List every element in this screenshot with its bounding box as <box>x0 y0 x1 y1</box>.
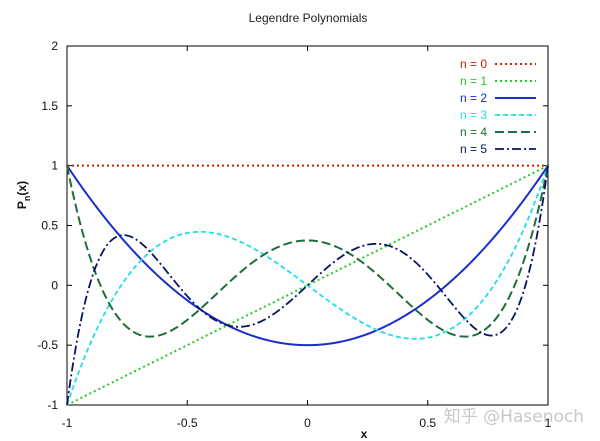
axis-ticks: -1 -0.5 0 0.5 1 -1 -0.5 0 0.5 1 1.5 2 <box>37 39 551 430</box>
x-axis-label: x <box>361 427 368 441</box>
legend-label-n5: n = 5 <box>460 142 487 156</box>
x-tick-label: 0.5 <box>419 416 436 430</box>
x-tick-label: -0.5 <box>177 416 198 430</box>
series-line-n2 <box>66 165 549 347</box>
y-axis-label-sub: n <box>22 196 32 202</box>
x-tick-label: 0 <box>304 416 311 430</box>
legend-label-n0: n = 0 <box>460 57 487 71</box>
y-tick-label: 1 <box>51 159 58 173</box>
y-tick-label: 2 <box>51 39 58 53</box>
y-axis-label-suffix: (x) <box>15 181 29 196</box>
y-tick-label: -1 <box>47 398 58 412</box>
chart-title: Legendre Polynomials <box>249 11 368 25</box>
x-tick-label: 1 <box>545 416 552 430</box>
y-axis-label-base: P <box>15 201 29 209</box>
watermark: 知乎 @Hasenoch <box>443 407 584 427</box>
series-line-n4 <box>66 165 549 338</box>
legend-label-n2: n = 2 <box>460 91 487 105</box>
series-line-n5 <box>66 165 549 406</box>
y-tick-label: 0 <box>51 278 58 292</box>
y-tick-label: 1.5 <box>41 99 58 113</box>
legend: n = 0 n = 1 n = 2 n = 3 n = 4 n = 5 <box>460 57 536 156</box>
y-tick-label: 0.5 <box>41 219 58 233</box>
legend-label-n4: n = 4 <box>460 125 487 139</box>
x-tick-label: -1 <box>62 416 73 430</box>
legend-label-n1: n = 1 <box>460 74 487 88</box>
y-tick-label: -0.5 <box>37 338 58 352</box>
legend-label-n3: n = 3 <box>460 108 487 122</box>
series-line-n3 <box>66 165 549 406</box>
y-axis-label: Pn(x) <box>15 181 32 209</box>
series-lines <box>66 164 549 406</box>
